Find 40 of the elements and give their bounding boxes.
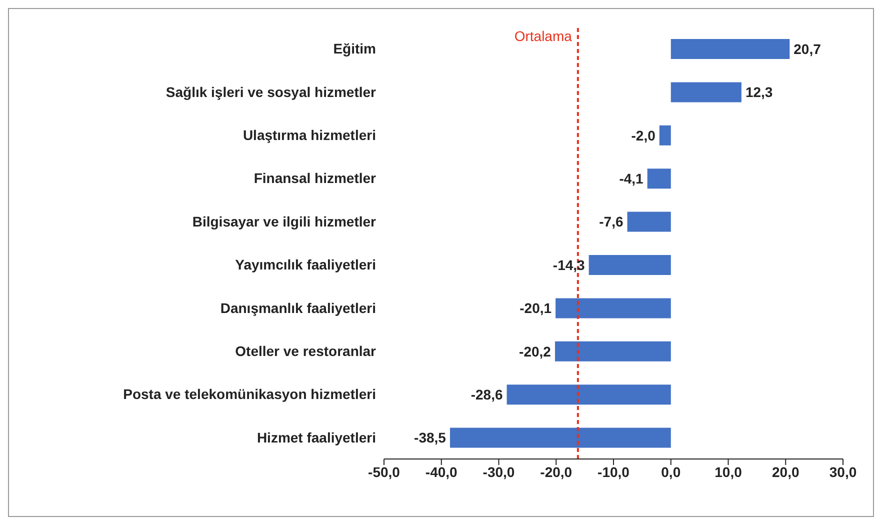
bar bbox=[627, 212, 671, 232]
y-tick-label: Ulaştırma hizmetleri bbox=[242, 126, 376, 143]
bar bbox=[659, 125, 671, 146]
bar bbox=[556, 298, 671, 318]
bar bbox=[554, 341, 671, 362]
y-tick-label: Finansal hizmetler bbox=[254, 170, 377, 186]
x-tick-label: -10,0 bbox=[598, 464, 630, 480]
bar bbox=[588, 255, 671, 275]
data-label: -7,6 bbox=[599, 214, 624, 230]
data-label: 12,3 bbox=[745, 84, 773, 100]
x-tick-label: -50,0 bbox=[368, 464, 400, 480]
x-tick-label: -30,0 bbox=[482, 464, 515, 480]
y-tick-label: Yayımcılık faaliyetleri bbox=[235, 256, 376, 273]
data-label: -4,1 bbox=[619, 170, 644, 186]
bar bbox=[506, 384, 671, 405]
y-tick-label: Danışmanlık faaliyetleri bbox=[220, 300, 376, 316]
bar bbox=[670, 39, 790, 59]
data-label: -38,5 bbox=[414, 430, 446, 446]
y-tick-label: Sağlık işleri ve sosyal hizmetler bbox=[166, 84, 377, 100]
y-tick-label: Bilgisayar ve ilgili hizmetler bbox=[192, 213, 377, 230]
bar bbox=[450, 428, 671, 448]
x-tick-label: 20,0 bbox=[772, 464, 800, 480]
bar bbox=[647, 168, 671, 189]
data-label: -2,0 bbox=[631, 127, 656, 144]
data-label: -20,1 bbox=[520, 300, 552, 316]
ref-line-label: Ortalama bbox=[514, 28, 572, 44]
x-tick-label: 0,0 bbox=[661, 464, 681, 480]
x-tick-label: 30,0 bbox=[829, 464, 857, 480]
data-label: -14,3 bbox=[552, 256, 586, 273]
y-tick-label: Hizmet faaliyetleri bbox=[256, 429, 376, 446]
data-label: -20,2 bbox=[519, 343, 552, 360]
bar bbox=[670, 82, 742, 102]
data-label: -28,6 bbox=[470, 386, 503, 402]
x-tick-label: -20,0 bbox=[540, 464, 572, 480]
y-tick-label: Oteller ve restoranlar bbox=[235, 342, 377, 359]
data-label: 20,7 bbox=[794, 40, 822, 57]
y-tick-label: Posta ve telekomünikasyon hizmetleri bbox=[123, 386, 376, 402]
x-tick-label: -40,0 bbox=[425, 464, 458, 480]
y-tick-label: Eğitim bbox=[333, 40, 376, 57]
x-tick-label: 10,0 bbox=[714, 464, 742, 480]
